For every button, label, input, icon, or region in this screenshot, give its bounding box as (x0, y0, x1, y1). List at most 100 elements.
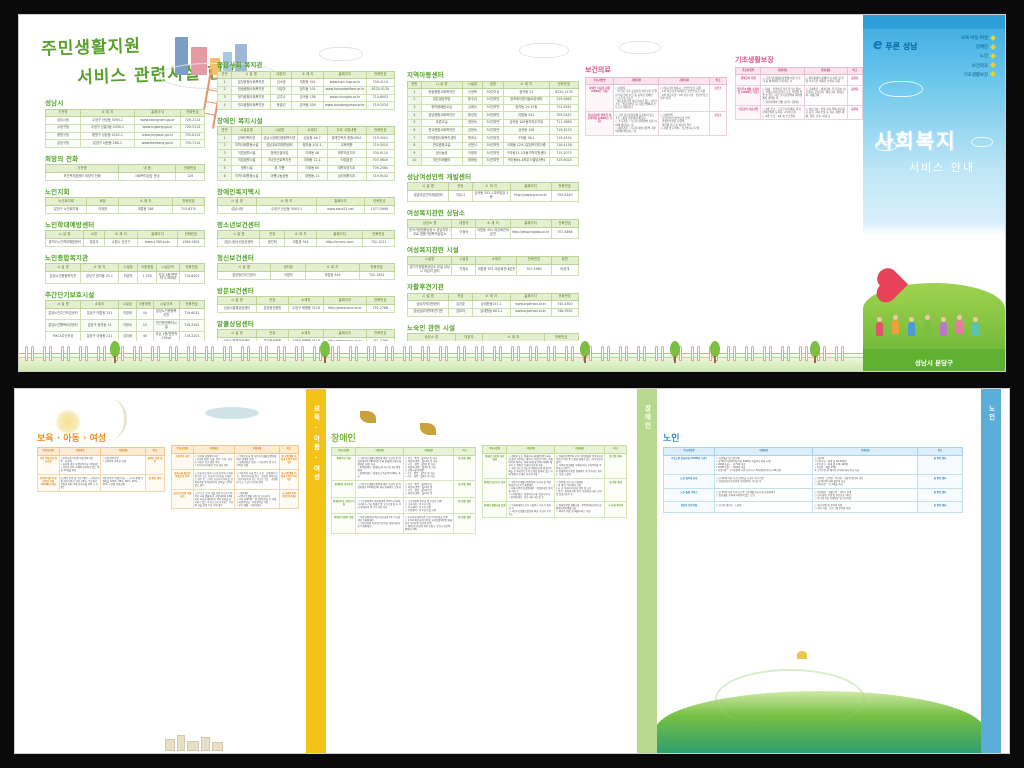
column-header: 비고 (846, 66, 864, 76)
table-cell: 야탑동 341 (291, 78, 325, 87)
table-header-row: 주요사업명 지원대상 지원내용 비고 (584, 76, 727, 86)
section-tab-disabled[interactable]: 장애인 (637, 389, 657, 753)
facility-column-2: 종합사회 복지관 연번 시 설 명 대표자 소 재 지 홈페이지 전화번호 1 분당종합사회복지… (216, 59, 396, 371)
table-cell: 보건복지콜센터 희망의 전화 (44, 172, 120, 181)
table-cell: 정자종합사회복지관 (231, 93, 272, 103)
table-cell: ○ 국민 건강보험증에 등록되어 있고 소득 · 재산 기준이하 해당자 ○ 소득… (613, 111, 660, 136)
cover-menu-item[interactable]: 노인 (961, 53, 996, 59)
table-row: 10 마인드배움터 정화림 30인미만 구미동84-4하우스밸딩3층4 715-9020 (407, 157, 580, 166)
column-header: 주요사업명 (330, 447, 357, 456)
table-cell: www.seongnam.go.kr (134, 116, 182, 125)
table-cell: 차등보육료 지원단가표 — 소득수준별 지원비율 100%, 80%, 60%,… (100, 474, 146, 492)
column-header: 지원대상 (58, 447, 102, 456)
diamond-bullet-icon (990, 62, 996, 68)
table-row: 1 분당종합사회복지관 김소영 야탑동 341 www.hanl-hap.or.kr 70… (216, 78, 396, 87)
section-title: 여성복지관련 시설 (407, 246, 459, 255)
table-cell: 정유석 (83, 238, 105, 247)
table-cell: 국민기초생활 보장사업 (2008년 기준) (734, 85, 762, 107)
table-cell: 719-4530 (548, 134, 580, 143)
table-row: 의료급여 의료사업 ○ 1종 수급 : 근로무능력세대, 희귀난치성질환 등록자,… (734, 105, 864, 121)
table-row: 장애인 의료비 지원 (2008년 기준) ○ 대상자 · 국가 및 국가 공공사… (584, 84, 727, 113)
table-cell: www.sujeong.go.kr (134, 124, 182, 133)
table-cell: 이매동 129-1분당프라자3층 (502, 141, 550, 151)
table-cell: 경기가정법률상담소 부설 성남시 여성의 쉼터 (406, 263, 453, 277)
person-figure-icon (907, 317, 916, 343)
table-cell: 702-1854 (358, 271, 396, 280)
bottom-panel-group: 보육 · 아동 · 여성 주요사업명 지원대상 지원내용 비고 가정 양육수당 제도운영 ○… (37, 389, 300, 753)
table-cell: 정현숙 (461, 118, 484, 128)
table-cell: 이명자 (270, 271, 307, 280)
column-header: 소 재 지 (471, 292, 511, 302)
table-cell: 야탑동 351 여성회관내분관 (475, 263, 518, 277)
fence-post (277, 345, 289, 361)
column-header: 전화번호 (365, 70, 396, 80)
cover-menu-item[interactable]: 장애인 (961, 43, 996, 50)
table-cell: ○ 신고된 경로당 · 노인정 (713, 501, 814, 513)
table-cell: 707-0640 (365, 157, 396, 166)
fence-post (781, 345, 793, 361)
facility-table: 연번 시 설 명 대표자 소 재 지 홈페이지 전화번호 1 분당종합사회복지관 김소영 야탑동 … (216, 70, 396, 110)
fence-post (727, 345, 739, 361)
table-cell: 719-3001 (365, 134, 396, 143)
table-cell: http://scnmc.com (316, 238, 364, 247)
table-cell: 수정구 신흥3동 4330-1 (79, 124, 136, 133)
section-tab-elderly[interactable]: 노인 (981, 389, 1001, 753)
column-header: 이용정원 (135, 300, 155, 309)
table-row: 장애인 생활시설 운영 ○ 등록장애인으로서 시설입소 보호가 필요한 자 ○ 국민… (481, 500, 627, 519)
table-cell: www.bundang.go.kr (134, 139, 182, 148)
table-cell: 44 (135, 307, 155, 321)
column-header: 시설장 (118, 263, 139, 273)
fence-post (475, 345, 487, 361)
column-header: 시 설 명 (420, 80, 463, 90)
column-header: 지원대상 (506, 445, 555, 454)
table-row: 분당노인주간보호센터 분당구 야탑동 251 허영재 44 분당노인종합복지관 719-6… (45, 307, 206, 321)
benefit-table: 주요사업명 지원대상 지원내용 비고 장애인 자동차 표지 발급 ○ 장애인 또는 장애인… (481, 445, 627, 519)
table-row: 1 장애인복지관 성남시장애인종합복지관 성남동 46-7 장애인복지 종합서비스 719… (216, 134, 396, 143)
table-header-row: 주요사업명 지원대상 지원내용 비고 (663, 447, 963, 456)
table-cell: ○ 의료급여 : 진찰·검사·약제·치료재료 지급, 처치·수술 등 치료, 예… (803, 105, 848, 121)
table-cell: 읍면동 (846, 74, 864, 87)
table-cell: 보건소 (709, 111, 727, 136)
table-cell: www.snjahwal.or.kr (509, 300, 552, 310)
logo-e-mark: e (873, 37, 883, 53)
table-cell: http://www.lngabo.or.kr (509, 226, 552, 240)
table-cell: 719-3161 (178, 319, 206, 332)
column-header: 비고 (144, 447, 166, 456)
table-cell: 시 사회복지과 (주민 복지팀) (278, 488, 300, 510)
column-header: 비고 (453, 447, 476, 456)
cover-menu-item[interactable]: 기초생활보장 (961, 71, 996, 78)
facility-section: 노인지회 노인회지회 회장 소 재 지 전화번호 분당구 노인회지회 이정원 야탑동 286 7… (44, 186, 205, 214)
fence-post (511, 345, 523, 361)
column-header: 시 설 명 (406, 182, 450, 191)
table-cell: www.snjahwal.or.kr (509, 308, 552, 317)
person-figure-icon (891, 315, 900, 341)
column-header: 시 설 명 (45, 263, 81, 273)
facility-section: 노인학대예방센터 시 설 명 소장 소 재 지 홈페이지 전화번호 경기도노인학대예방센터 정… (44, 219, 206, 247)
cover-menu-item[interactable]: 보건의료 (961, 62, 996, 69)
table-cell: 성남동 46-7 (296, 134, 328, 143)
table-cell: 중원구청 (45, 131, 81, 141)
table-cell: www.1389.or.kr (137, 238, 178, 247)
facility-column-3: 지역아동센터 연번 시 설 명 시설장 정원 소 재 지 전화번호 1 한솔종합사회복지관 신정욱… (406, 69, 580, 371)
table-cell: ○ 등록장애인으로서 시설입소 보호가 필요한 자 ○ 국민기초생활보장법에 의한… (506, 500, 555, 519)
table-cell: ○ 국민기초생활보장법에 의한 수급자 중 생계유지가 어려운 자 (760, 74, 805, 87)
column-header: 전화번호 (365, 126, 396, 136)
cover-menu-item[interactable]: 보육·아동·여성 (961, 34, 996, 41)
table-cell: 장애인 생활시설 운영 (481, 500, 508, 519)
table-cell: 구미동 36-1 (502, 134, 550, 143)
table-cell: 가정보육 사업 (171, 452, 194, 471)
facility-section: 장애인 복지시설 연번 시설유형 시설명 소재지 주요 사업내용 전화번호 1 장애인복지관 성남… (216, 115, 396, 181)
cover-subtitle: 서비스 안내 (909, 161, 976, 174)
panel-heading: 노인 (663, 434, 680, 444)
fence-post (457, 345, 469, 361)
table-row: 노인 일자리 사업 ○ 만 65세 이상 기초노령연금 수급자 우선 선발 ○ 건강… (663, 474, 963, 489)
table-cell: ○ 고등학생의 입학금 및 수업료 전액 ○ 교과서대 : 연 1회 지원 ○ 부교… (402, 496, 455, 515)
publisher-brand: 성남시 분당구 (914, 359, 954, 367)
table-cell: 기초노령 연금지원 (2008년 기준) (663, 454, 715, 476)
section-tab-childcare[interactable]: 보육 · 아동 · 여성 (306, 389, 326, 753)
table-cell: 703-6370 (172, 205, 205, 214)
table-cell: 719-3010 (365, 141, 396, 151)
diamond-bullet-icon (990, 53, 996, 59)
table-cell: 성남시장애인종합복지관 (261, 134, 298, 143)
